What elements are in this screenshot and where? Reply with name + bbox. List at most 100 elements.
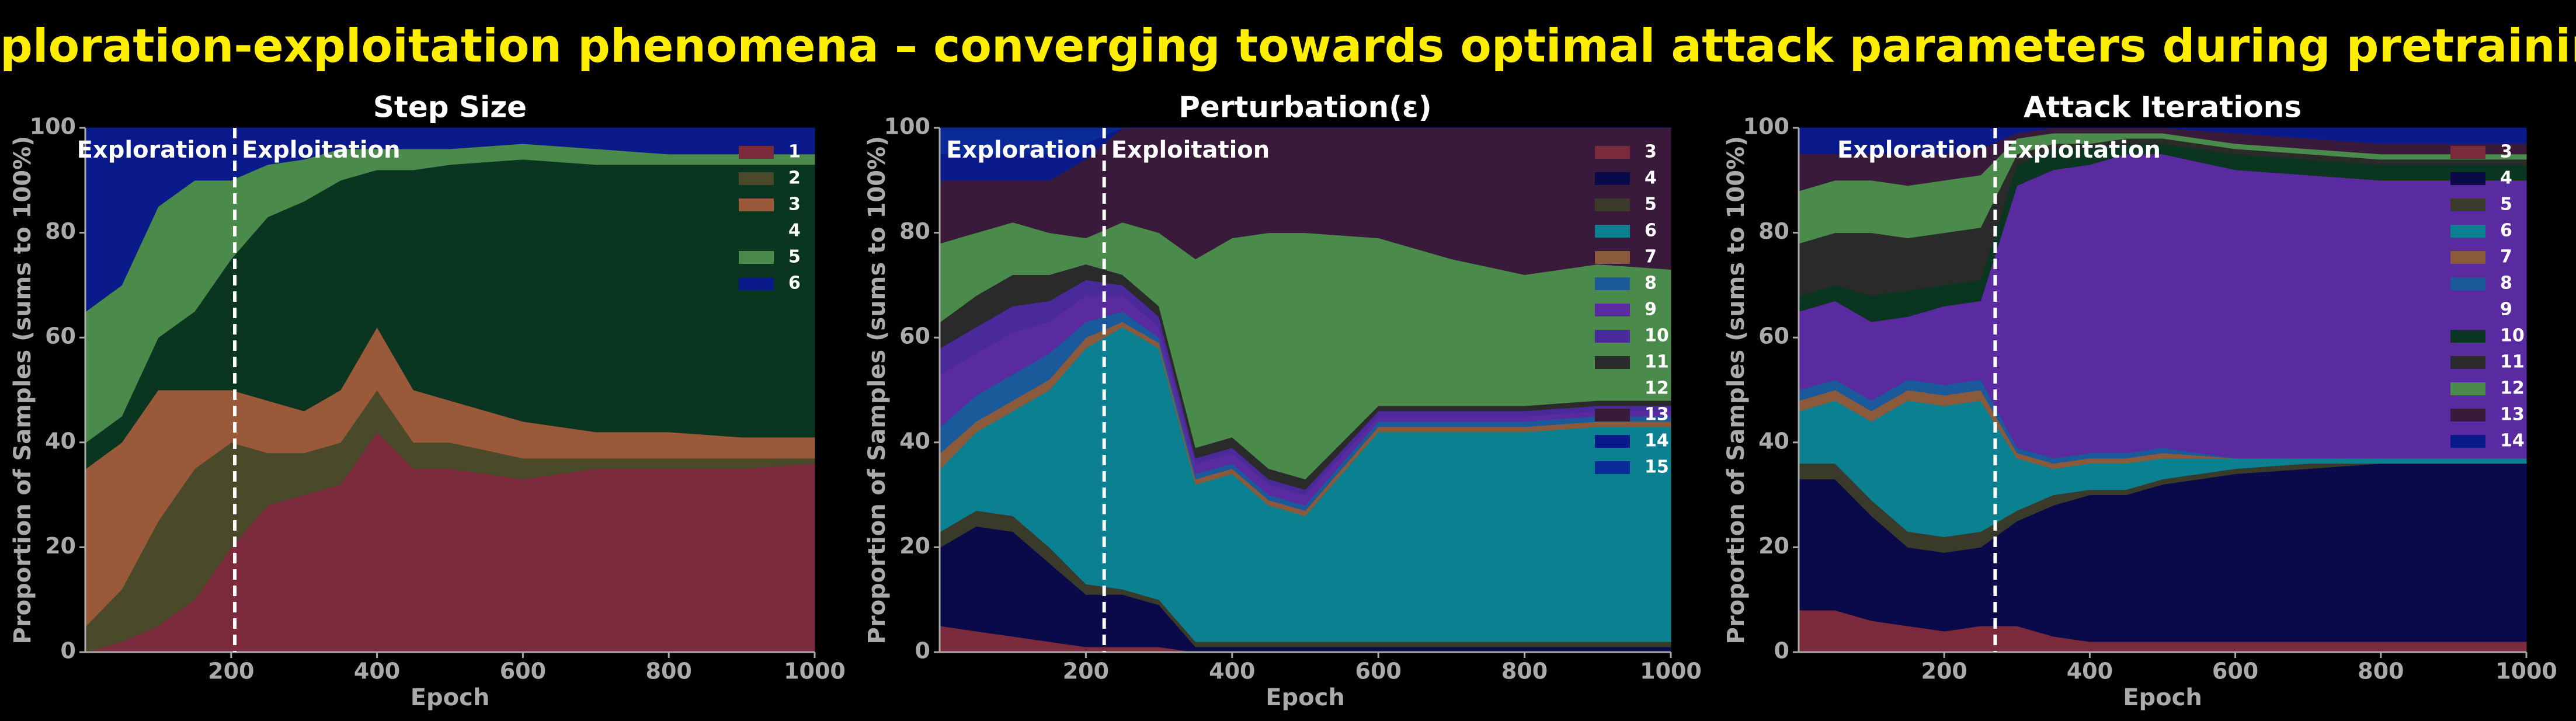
legend-swatch: [2450, 172, 2485, 185]
x-tick-label: 600: [1355, 659, 1402, 684]
x-tick-label: 800: [2358, 659, 2404, 684]
annotation: Exploitation: [1111, 137, 1270, 163]
y-axis-label: Proportion of Samples (sums to 100%): [1723, 136, 1750, 645]
chart-title: Perturbation(ε): [1179, 90, 1431, 124]
x-tick-label: 400: [2067, 659, 2113, 684]
chart: 0 20 40 60 80 100 200 400 600 800 1000 Epoch Proport…: [864, 90, 1702, 712]
legend-swatch: [1595, 461, 1630, 474]
legend-swatch: [1595, 435, 1630, 448]
y-tick-label: 60: [1758, 323, 1789, 349]
y-axis-label: Proportion of Samples (sums to 100%): [864, 136, 891, 645]
y-tick-label: 40: [1758, 428, 1789, 454]
y-tick-label: 80: [45, 218, 76, 244]
legend-label: 5: [1645, 194, 1657, 215]
legend-label: 6: [788, 273, 801, 294]
annotation: Exploration: [1837, 137, 1988, 163]
x-tick-label: 400: [354, 659, 400, 684]
legend-swatch: [1595, 330, 1630, 343]
y-axis-label: Proportion of Samples (sums to 100%): [9, 136, 36, 645]
x-axis-label: Epoch: [411, 684, 490, 711]
legend-swatch: [2450, 251, 2485, 264]
x-tick-label: 1000: [1640, 659, 1702, 684]
legend-label: 14: [2500, 431, 2525, 451]
x-tick-label: 1000: [784, 659, 846, 684]
legend-label: 4: [2500, 168, 2512, 189]
legend-swatch: [1595, 409, 1630, 422]
legend-swatch: [1595, 198, 1630, 211]
x-tick-label: 1000: [2495, 659, 2557, 684]
legend-swatch: [739, 172, 774, 185]
legend-swatch: [2450, 198, 2485, 211]
x-tick-label: 200: [1063, 659, 1109, 684]
x-tick-label: 200: [208, 659, 254, 684]
legend-label: 11: [2500, 352, 2525, 372]
legend-swatch: [739, 251, 774, 264]
y-tick-label: 100: [884, 114, 930, 140]
legend-swatch: [2450, 330, 2485, 343]
y-tick-label: 0: [915, 638, 930, 664]
legend-swatch: [1595, 172, 1630, 185]
legend-label: 12: [1645, 378, 1669, 399]
y-tick-label: 20: [1758, 533, 1789, 559]
legend-swatch: [1595, 225, 1630, 238]
legend-label: 2: [788, 168, 801, 189]
area: [940, 127, 1671, 155]
chart-title: Attack Iterations: [2024, 90, 2302, 124]
legend-swatch: [2450, 304, 2485, 316]
legend-swatch: [2450, 382, 2485, 395]
y-tick-label: 0: [1774, 638, 1789, 664]
legend-swatch: [2450, 409, 2485, 422]
x-axis-label: Epoch: [2123, 684, 2202, 711]
x-tick-label: 200: [1921, 659, 1967, 684]
legend-label: 9: [1645, 299, 1657, 320]
x-tick-label: 600: [500, 659, 546, 684]
annotation: Exploration: [77, 137, 228, 163]
y-tick-label: 40: [899, 428, 930, 454]
x-axis-label: Epoch: [1266, 684, 1345, 711]
legend-label: 7: [2500, 247, 2512, 267]
legend-swatch: [739, 198, 774, 211]
area: [1799, 127, 2527, 155]
chart: 0 20 40 60 80 100 200 400 600 800 1000 Epoch Proport…: [1723, 90, 2557, 712]
annotation: Exploitation: [242, 137, 401, 163]
legend-swatch: [1595, 146, 1630, 159]
legend-swatch: [2450, 356, 2485, 369]
legend-swatch: [739, 146, 774, 159]
y-tick-label: 60: [45, 323, 76, 349]
legend-label: 8: [2500, 273, 2512, 294]
legend-label: 5: [788, 247, 801, 267]
slide-title: Exploration-exploitation phenomena – con…: [0, 20, 2576, 72]
y-tick-label: 100: [30, 114, 76, 140]
y-tick-label: 80: [1758, 218, 1789, 244]
y-tick-label: 80: [899, 218, 930, 244]
legend-label: 10: [2500, 326, 2525, 346]
legend-label: 12: [2500, 378, 2525, 399]
legend-swatch: [739, 225, 774, 238]
legend-swatch: [1595, 277, 1630, 290]
y-tick-label: 20: [899, 533, 930, 559]
legend-label: 8: [1645, 273, 1657, 294]
x-tick-label: 400: [1209, 659, 1255, 684]
legend-label: 4: [788, 221, 801, 241]
legend-label: 11: [1645, 352, 1669, 372]
legend-label: 13: [1645, 405, 1669, 425]
legend-swatch: [1595, 356, 1630, 369]
x-tick-label: 800: [646, 659, 692, 684]
chart-title: Step Size: [373, 90, 527, 124]
y-tick-label: 100: [1743, 114, 1789, 140]
legend-label: 13: [2500, 405, 2525, 425]
legend-swatch: [2450, 146, 2485, 159]
legend-label: 6: [2500, 221, 2512, 241]
y-tick-label: 0: [61, 638, 76, 664]
x-tick-label: 800: [1501, 659, 1548, 684]
legend-swatch: [2450, 225, 2485, 238]
legend-label: 3: [1645, 142, 1657, 162]
legend-label: 9: [2500, 299, 2512, 320]
annotation: Exploration: [946, 137, 1097, 163]
y-tick-label: 20: [45, 533, 76, 559]
y-tick-label: 40: [45, 428, 76, 454]
annotation: Exploitation: [2002, 137, 2161, 163]
legend-label: 7: [1645, 247, 1657, 267]
